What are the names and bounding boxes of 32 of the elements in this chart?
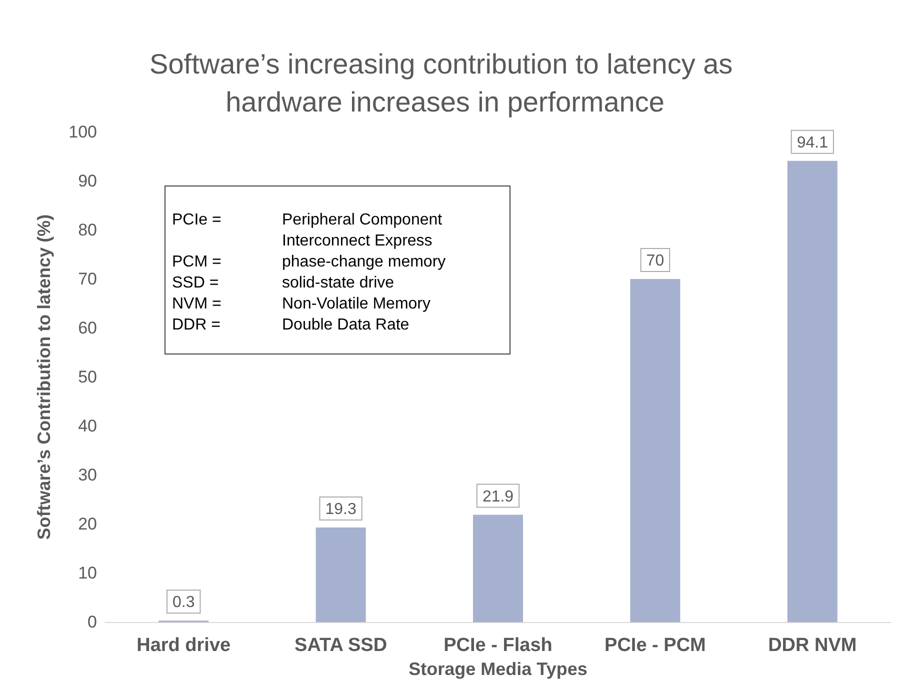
y-tick-label: 20 bbox=[78, 514, 97, 534]
y-axis-title: Software’s Contribution to latency (%) bbox=[34, 214, 54, 540]
text: DDR = Double Data Rate bbox=[172, 316, 410, 334]
y-tick-label: 50 bbox=[78, 368, 97, 387]
chart-title: Software’s increasing contribution to latency as hardware increases in performance bbox=[150, 48, 740, 118]
bar bbox=[473, 514, 523, 622]
bar bbox=[630, 279, 680, 622]
y-tick-label: 10 bbox=[78, 564, 97, 583]
data-label: 19.3 bbox=[325, 501, 356, 518]
y-tick-label: 60 bbox=[78, 318, 97, 338]
data-label: 0.3 bbox=[172, 594, 195, 612]
x-tick-label: PCIe - PCM bbox=[604, 635, 706, 656]
y-tick-label: 70 bbox=[78, 270, 97, 289]
text: PCM = phase-change memory bbox=[172, 254, 446, 270]
x-tick-label: SATA SSD bbox=[294, 635, 388, 656]
x-tick-label: Hard drive bbox=[136, 635, 231, 656]
y-tick-label: 100 bbox=[68, 122, 97, 142]
bar bbox=[787, 160, 838, 622]
text: SSD = solid-state drive bbox=[172, 274, 394, 292]
bar bbox=[316, 528, 366, 622]
data-label: 94.1 bbox=[796, 134, 828, 152]
y-tick-label: 80 bbox=[78, 220, 97, 240]
data-label: 70 bbox=[646, 252, 664, 270]
x-tick-label: DDR NVM bbox=[768, 635, 857, 656]
x-tick-label: PCIe - Flash bbox=[444, 635, 552, 656]
data-label: 21.9 bbox=[482, 488, 514, 506]
y-tick-label: 30 bbox=[78, 466, 97, 485]
x-axis-title: Storage Media Types bbox=[408, 659, 588, 679]
text: NVM = Non-Volatile Memory bbox=[172, 296, 430, 312]
y-tick-label: 0 bbox=[88, 612, 97, 632]
y-tick-label: 90 bbox=[78, 172, 97, 191]
y-tick-label: 40 bbox=[78, 416, 97, 436]
